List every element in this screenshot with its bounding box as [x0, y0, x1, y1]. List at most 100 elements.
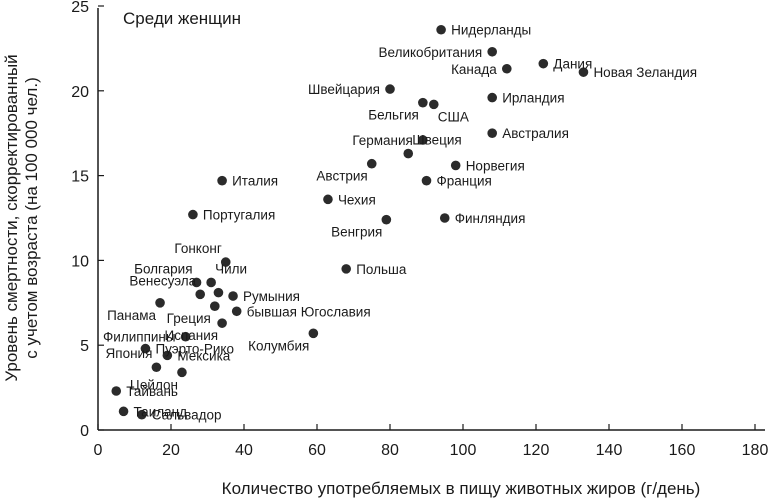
y-tick-label: 10: [71, 253, 89, 270]
point-label: бывшая Югославия: [247, 304, 371, 319]
axes: [97, 8, 765, 431]
x-tick-label: 20: [162, 442, 180, 459]
y-tick-label: 25: [71, 0, 89, 16]
data-point: [381, 214, 392, 225]
data-point: [429, 99, 439, 110]
data-point: [421, 175, 432, 186]
data-point: [366, 158, 377, 169]
point-label: Канада: [451, 62, 497, 77]
x-tick-label: 120: [523, 442, 550, 459]
data-point: [487, 92, 498, 103]
point-label: Венгрия: [331, 225, 382, 240]
data-point: [231, 306, 242, 317]
x-tick-label: 180: [742, 442, 768, 459]
data-point: [155, 298, 165, 308]
point-label: Гонконг: [174, 241, 221, 256]
x-tick-label: 0: [94, 442, 103, 459]
data-point: [177, 367, 187, 378]
x-axis-title: Количество употребляемых в пищу животных…: [222, 479, 701, 498]
point-label: Мексика: [177, 348, 230, 363]
data-point: [436, 24, 446, 35]
data-point: [228, 291, 238, 301]
data-point: [195, 289, 205, 300]
data-point: [162, 350, 173, 361]
data-point: [439, 213, 450, 223]
point-label: Япония: [106, 346, 153, 361]
data-point: [418, 97, 428, 108]
point-label: Швеция: [412, 133, 462, 148]
data-point: [538, 58, 549, 69]
point-label: США: [438, 109, 469, 124]
point-label: Великобритания: [379, 45, 483, 60]
point-label: Таиланд: [134, 404, 188, 419]
x-tick-label: 100: [450, 442, 477, 459]
point-label: Норвегия: [466, 158, 525, 173]
point-label: Финляндия: [455, 211, 526, 226]
point-label: Сальвадор: [152, 408, 222, 423]
data-points: [111, 24, 589, 420]
point-label: Дания: [553, 57, 592, 72]
data-point: [323, 194, 333, 205]
y-axis-title-line1: Уровень смертности, скорректированный: [2, 54, 21, 381]
data-point: [217, 175, 227, 186]
y-tick-label: 15: [71, 169, 89, 186]
point-label: Германия: [352, 133, 413, 148]
point-label: Цейлон: [130, 377, 178, 392]
x-tick-label: 40: [235, 442, 253, 459]
data-point: [487, 46, 498, 57]
point-label: Колумбия: [248, 338, 309, 353]
data-point: [140, 343, 151, 354]
y-tick-label: 5: [80, 338, 89, 355]
point-label: Греция: [167, 311, 211, 326]
point-label: Чили: [215, 261, 247, 276]
data-point: [308, 328, 319, 339]
data-point: [188, 209, 198, 220]
data-point: [220, 257, 231, 267]
x-tick-label: 80: [381, 442, 399, 459]
ticks: 0 20 40 60 80 100 120 140 160 180 0 5 10 15 20 25: [71, 0, 768, 459]
y-axis-title-line2: с учетом возраста (на 100 000 чел.): [22, 77, 41, 358]
point-label: Нидерланды: [451, 23, 531, 38]
data-point: [487, 128, 498, 138]
data-point: [578, 67, 589, 77]
point-label: Австралия: [502, 126, 569, 141]
point-label: Бельгия: [368, 108, 419, 123]
point-label: Португалия: [203, 208, 275, 223]
point-label: Испания: [165, 328, 219, 343]
data-point: [502, 63, 512, 74]
y-tick-label: 20: [71, 84, 89, 101]
data-point: [341, 264, 352, 274]
data-point: [213, 287, 224, 298]
data-point: [217, 318, 227, 328]
point-label: Тайвань: [126, 384, 178, 399]
y-tick-label: 0: [80, 423, 89, 440]
x-tick-label: 160: [669, 442, 696, 459]
data-point: [450, 160, 461, 171]
data-point: [403, 148, 414, 159]
data-point: [137, 409, 147, 420]
point-label: Италия: [232, 174, 278, 189]
data-point: [191, 277, 202, 288]
point-label: Новая Зеландия: [593, 65, 697, 80]
data-point: [206, 277, 216, 288]
data-point: [151, 362, 162, 373]
data-point: [210, 301, 220, 311]
data-point: [180, 331, 191, 342]
point-labels: Нидерланды Великобритания Дания Канада Новая…: [103, 23, 697, 423]
point-label: Пуэрто-Рико: [155, 342, 234, 357]
point-label: Филиппины: [103, 330, 176, 345]
x-tick-label: 60: [308, 442, 326, 459]
point-label: Чехия: [338, 192, 376, 207]
data-point: [111, 386, 122, 396]
data-point: [418, 135, 428, 145]
point-label: Панама: [107, 308, 156, 323]
point-label: Румыния: [243, 289, 300, 304]
chart-title: Среди женщин: [123, 9, 241, 28]
point-label: Швейцария: [308, 82, 380, 97]
x-tick-label: 140: [596, 442, 623, 459]
point-label: Болгария: [134, 261, 192, 276]
point-label: Австрия: [316, 169, 367, 184]
point-label: Польша: [356, 262, 407, 277]
point-label: Ирландия: [502, 91, 564, 106]
